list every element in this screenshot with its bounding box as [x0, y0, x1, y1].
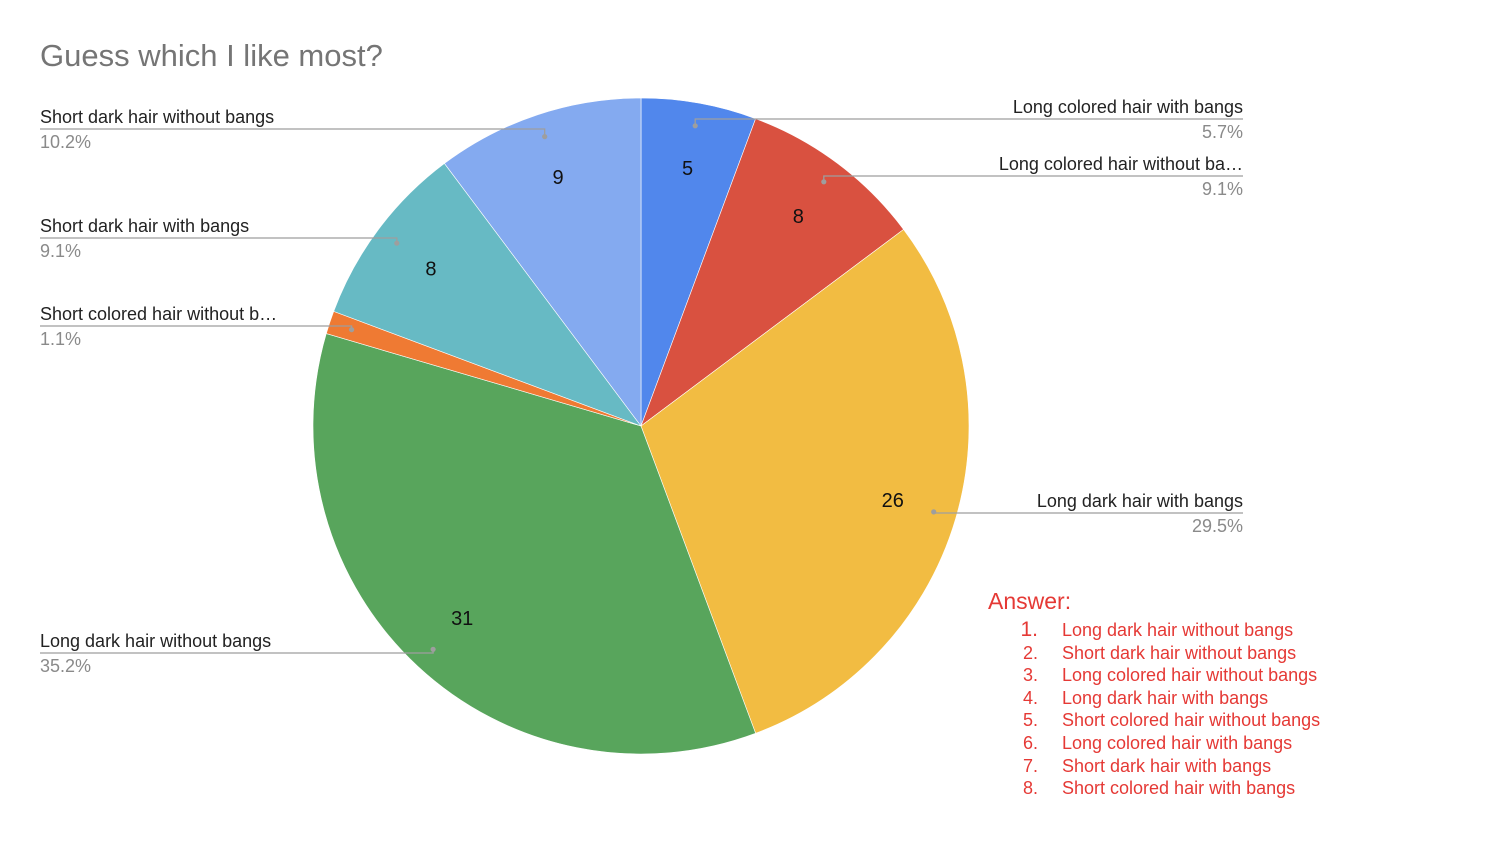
slice-value-label: 31: [451, 608, 473, 630]
answer-label: Long colored hair with bangs: [1062, 732, 1293, 753]
chart-title: Guess which I like most?: [40, 38, 383, 73]
slice-value-label: 9: [553, 167, 564, 189]
slice-value-label: 26: [882, 490, 904, 512]
slice-name-label: Long colored hair without ba…: [999, 154, 1243, 174]
answer-label: Short dark hair without bangs: [1062, 642, 1297, 663]
answer-number: 3.: [1022, 665, 1038, 686]
answer-number: 8.: [1022, 778, 1038, 799]
leader-line: [40, 128, 546, 137]
answer-label: Short dark hair with bangs: [1062, 755, 1272, 776]
answer-item: 8. Short colored hair with bangs: [988, 777, 1320, 800]
slice-value-label: 8: [425, 259, 436, 281]
slice-name-label: Short dark hair without bangs: [40, 107, 274, 127]
slice-name-label: Long colored hair with bangs: [1013, 97, 1243, 117]
leader-dot: [931, 509, 937, 515]
slice-name-label: Long dark hair with bangs: [1037, 491, 1243, 511]
pie-slice: [312, 333, 757, 755]
pie-slice: [640, 118, 905, 427]
answer-number: 7.: [1022, 755, 1038, 776]
leader-line: [40, 237, 398, 244]
leader-line: [40, 325, 353, 330]
answer-list: 1. Long dark hair without bangs 2. Short d…: [988, 618, 1320, 800]
slice-percent-label: 9.1%: [1202, 179, 1243, 199]
answer-number: 5.: [1022, 710, 1038, 731]
answer-label: Short colored hair with bangs: [1062, 778, 1296, 799]
answer-number: 2.: [1022, 642, 1038, 663]
answer-box: Answer: 1. Long dark hair without bangs 2…: [988, 588, 1320, 800]
slice-percent-label: 1.1%: [40, 329, 81, 349]
slice-percent-label: 5.7%: [1202, 122, 1243, 142]
answer-label: Long colored hair without bangs: [1062, 665, 1318, 686]
slice-percent-label: 9.1%: [40, 241, 81, 261]
answer-label: Short colored hair without bangs: [1062, 710, 1321, 731]
slice-value-label: 5: [682, 158, 693, 180]
slice-percent-label: 10.2%: [40, 132, 91, 152]
answer-label: Long dark hair with bangs: [1062, 687, 1269, 708]
pie-slice: [640, 229, 970, 734]
pie-slice: [444, 97, 642, 427]
answer-item: 2. Short dark hair without bangs: [988, 642, 1320, 665]
slice-name-label: Short dark hair with bangs: [40, 216, 249, 236]
answer-item: 4. Long dark hair with bangs: [988, 687, 1320, 710]
slice-name-label: Long dark hair without bangs: [40, 631, 271, 651]
answer-number: 6.: [1022, 732, 1038, 753]
answer-number: 1.: [1020, 618, 1038, 641]
leader-dot: [430, 646, 436, 652]
answer-item: 7. Short dark hair with bangs: [988, 755, 1320, 778]
answer-label: Long dark hair without bangs: [1062, 620, 1294, 640]
leader-dot: [349, 327, 355, 333]
slice-percent-label: 29.5%: [1192, 516, 1243, 536]
slice-percent-label: 35.2%: [40, 656, 91, 676]
answer-item: 5. Short colored hair without bangs: [988, 709, 1320, 732]
answer-heading: Answer:: [988, 588, 1072, 614]
slice-name-label: Short colored hair without b…: [40, 304, 277, 324]
leader-dot: [821, 179, 827, 185]
answer-item: 3. Long colored hair without bangs: [988, 664, 1320, 687]
answer-number: 4.: [1022, 687, 1038, 708]
answer-item: 1. Long dark hair without bangs: [988, 618, 1320, 642]
pie-slice: [333, 162, 642, 427]
slice-value-label: 8: [793, 206, 804, 228]
leader-dot: [394, 240, 400, 246]
leader-line: [694, 118, 1243, 126]
leader-dot: [692, 123, 698, 129]
leader-dot: [542, 134, 548, 140]
leader-line: [933, 511, 1243, 514]
answer-item: 6. Long colored hair with bangs: [988, 732, 1320, 755]
leader-line: [823, 175, 1243, 182]
